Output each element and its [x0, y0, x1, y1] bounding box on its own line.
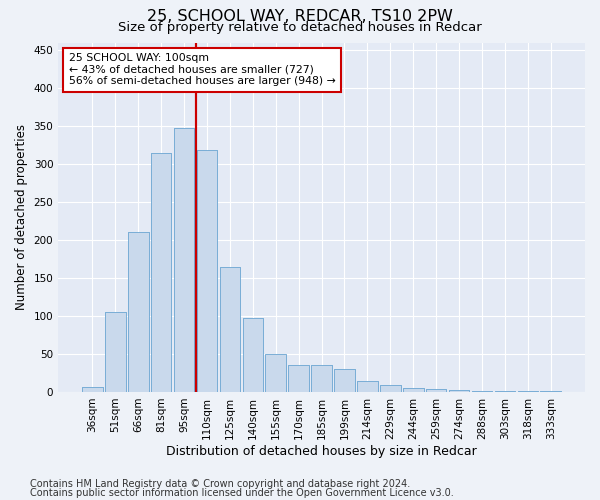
Bar — [472, 391, 493, 392]
Text: 25, SCHOOL WAY, REDCAR, TS10 2PW: 25, SCHOOL WAY, REDCAR, TS10 2PW — [147, 9, 453, 24]
Bar — [449, 390, 469, 392]
Bar — [541, 391, 561, 392]
Bar — [426, 389, 446, 392]
Bar — [265, 354, 286, 392]
Bar — [174, 128, 194, 392]
Bar — [197, 150, 217, 392]
Bar — [82, 388, 103, 392]
Bar — [265, 354, 286, 392]
Bar — [151, 152, 172, 392]
Bar — [197, 150, 217, 392]
Bar — [105, 312, 125, 392]
Bar — [105, 312, 125, 392]
Bar — [518, 391, 538, 392]
Bar — [380, 385, 401, 392]
Bar — [357, 380, 378, 392]
Bar — [242, 318, 263, 392]
X-axis label: Distribution of detached houses by size in Redcar: Distribution of detached houses by size … — [166, 444, 477, 458]
Text: Contains HM Land Registry data © Crown copyright and database right 2024.: Contains HM Land Registry data © Crown c… — [30, 479, 410, 489]
Bar — [82, 388, 103, 392]
Bar — [174, 128, 194, 392]
Bar — [426, 389, 446, 392]
Bar — [518, 391, 538, 392]
Bar — [403, 388, 424, 392]
Bar — [311, 366, 332, 392]
Bar — [494, 391, 515, 392]
Bar — [128, 232, 149, 392]
Text: Size of property relative to detached houses in Redcar: Size of property relative to detached ho… — [118, 21, 482, 34]
Bar — [380, 385, 401, 392]
Bar — [289, 364, 309, 392]
Bar — [334, 369, 355, 392]
Bar — [311, 366, 332, 392]
Bar — [289, 364, 309, 392]
Text: Contains public sector information licensed under the Open Government Licence v3: Contains public sector information licen… — [30, 488, 454, 498]
Bar — [494, 391, 515, 392]
Bar — [128, 232, 149, 392]
Bar — [242, 318, 263, 392]
Bar — [220, 266, 240, 392]
Bar — [472, 391, 493, 392]
Bar — [541, 391, 561, 392]
Bar — [220, 266, 240, 392]
Text: 25 SCHOOL WAY: 100sqm
← 43% of detached houses are smaller (727)
56% of semi-det: 25 SCHOOL WAY: 100sqm ← 43% of detached … — [69, 53, 335, 86]
Bar — [334, 369, 355, 392]
Bar — [403, 388, 424, 392]
Bar — [357, 380, 378, 392]
Bar — [449, 390, 469, 392]
Bar — [151, 152, 172, 392]
Y-axis label: Number of detached properties: Number of detached properties — [15, 124, 28, 310]
